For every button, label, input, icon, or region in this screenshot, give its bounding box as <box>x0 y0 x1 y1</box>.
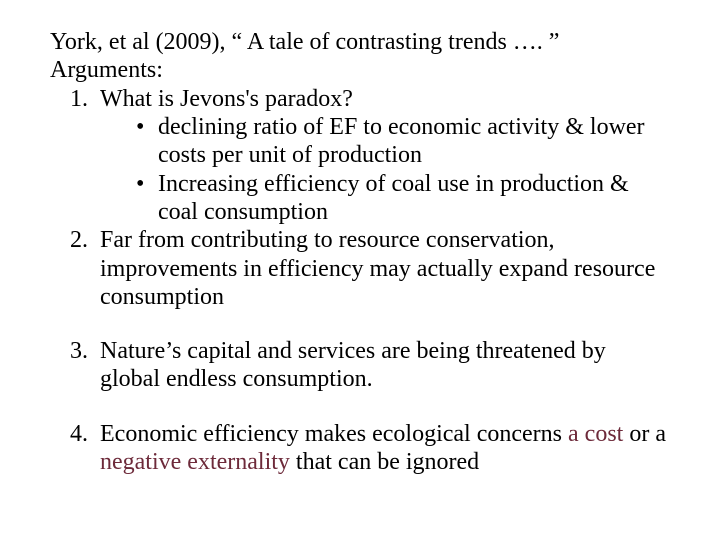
slide: York, et al (2009), “ A tale of contrast… <box>0 0 720 540</box>
point-4-emph-negext: negative externality <box>100 449 290 475</box>
point-1-sublist: declining ratio of EF to economic activi… <box>100 113 670 226</box>
point-2-text: Far from contributing to resource conser… <box>100 227 655 310</box>
point-1-sub-a: declining ratio of EF to economic activi… <box>136 113 670 170</box>
point-4-post: that can be ignored <box>290 449 479 475</box>
point-2: Far from contributing to resource conser… <box>94 226 670 311</box>
point-4: Economic efficiency makes ecological con… <box>94 420 670 477</box>
arguments-list: What is Jevons's paradox? declining rati… <box>50 85 670 477</box>
arguments-label: Arguments: <box>50 56 670 84</box>
point-4-mid: or a <box>623 421 666 447</box>
point-4-emph-cost: a cost <box>568 421 623 447</box>
point-1-text: What is Jevons's paradox? <box>100 86 353 112</box>
point-3-text: Nature’s capital and services are being … <box>100 338 606 392</box>
point-3: Nature’s capital and services are being … <box>94 337 670 394</box>
point-4-pre: Economic efficiency makes ecological con… <box>100 421 568 447</box>
slide-title: York, et al (2009), “ A tale of contrast… <box>50 28 670 56</box>
point-1: What is Jevons's paradox? declining rati… <box>94 85 670 227</box>
point-1-sub-b: Increasing efficiency of coal use in pro… <box>136 170 670 227</box>
